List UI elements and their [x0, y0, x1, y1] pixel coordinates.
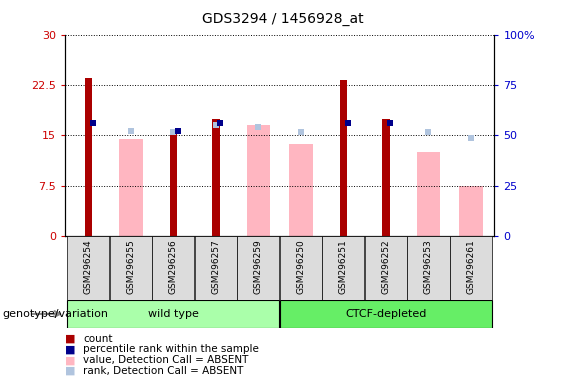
- Bar: [280, 300, 492, 328]
- Bar: [365, 236, 407, 300]
- Text: GSM296253: GSM296253: [424, 239, 433, 294]
- Text: CTCF-depleted: CTCF-depleted: [345, 309, 427, 319]
- Bar: [212, 119, 220, 236]
- Text: GSM296255: GSM296255: [127, 239, 136, 294]
- Bar: [195, 236, 237, 300]
- Bar: [67, 300, 280, 328]
- Bar: [340, 80, 347, 236]
- Bar: [247, 125, 270, 236]
- Bar: [289, 144, 312, 236]
- Text: ■: ■: [65, 355, 76, 365]
- Bar: [67, 236, 110, 300]
- Bar: [323, 236, 364, 300]
- Text: GSM296257: GSM296257: [211, 239, 220, 294]
- Text: GSM296252: GSM296252: [381, 239, 390, 294]
- Text: GSM296254: GSM296254: [84, 239, 93, 294]
- Text: GDS3294 / 1456928_at: GDS3294 / 1456928_at: [202, 12, 363, 25]
- Text: value, Detection Call = ABSENT: value, Detection Call = ABSENT: [83, 355, 249, 365]
- Bar: [85, 78, 92, 236]
- Bar: [237, 236, 280, 300]
- Text: GSM296256: GSM296256: [169, 239, 178, 294]
- Bar: [407, 236, 450, 300]
- Text: ■: ■: [65, 334, 76, 344]
- Text: GSM296250: GSM296250: [297, 239, 306, 294]
- Bar: [170, 131, 177, 236]
- Bar: [459, 186, 483, 236]
- Bar: [382, 119, 390, 236]
- Text: count: count: [83, 334, 112, 344]
- Text: genotype/variation: genotype/variation: [3, 309, 109, 319]
- Text: ■: ■: [65, 366, 76, 376]
- Text: GSM296259: GSM296259: [254, 239, 263, 294]
- Bar: [153, 236, 194, 300]
- Text: rank, Detection Call = ABSENT: rank, Detection Call = ABSENT: [83, 366, 244, 376]
- Bar: [110, 236, 152, 300]
- Text: GSM296261: GSM296261: [467, 239, 476, 294]
- Bar: [280, 236, 322, 300]
- Text: GSM296251: GSM296251: [339, 239, 348, 294]
- Text: percentile rank within the sample: percentile rank within the sample: [83, 344, 259, 354]
- Bar: [450, 236, 492, 300]
- Text: wild type: wild type: [148, 309, 199, 319]
- Text: ■: ■: [65, 344, 76, 354]
- Bar: [119, 139, 142, 236]
- Bar: [417, 152, 440, 236]
